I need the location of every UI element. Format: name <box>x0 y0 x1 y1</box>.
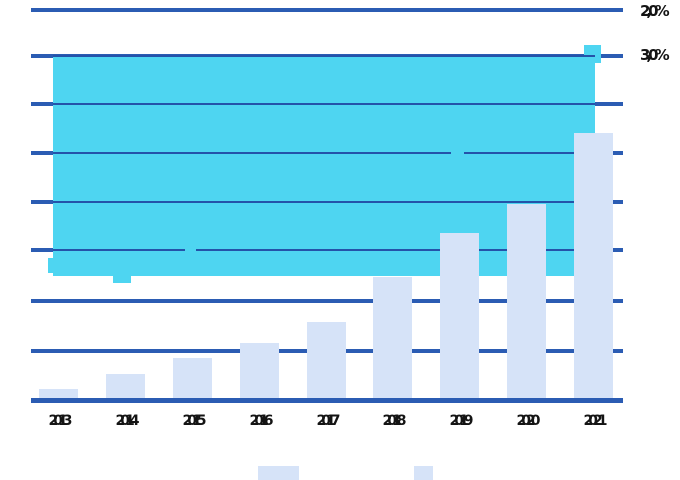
gridline-thick-6 <box>31 299 623 303</box>
gridline-thin-5 <box>53 249 185 251</box>
bar-2014 <box>106 374 145 399</box>
x-axis-line <box>31 398 623 403</box>
legend-swatch-1 <box>414 466 433 480</box>
x-tick-label-2020: 2020 <box>516 413 541 429</box>
area-series-bottom-tab <box>113 276 131 283</box>
gridline-thin-1 <box>53 103 595 105</box>
x-tick-label-2021: 2021 <box>583 413 608 429</box>
x-tick-label-2013: 2013 <box>48 413 73 429</box>
area-series-left-notch <box>48 258 53 273</box>
x-tick-label-2018: 2018 <box>382 413 407 429</box>
bar-2020 <box>507 204 546 399</box>
area-series-main <box>53 56 595 276</box>
bar-2018 <box>373 277 412 399</box>
right-axis-label-1: 3,0% <box>640 46 670 64</box>
gridline-thin-4 <box>53 201 595 203</box>
gridline-thin-3 <box>464 152 595 154</box>
x-tick-label-2019: 2019 <box>449 413 474 429</box>
x-tick-label-2015: 2015 <box>182 413 207 429</box>
area-series-top-right-square <box>584 45 601 63</box>
x-tick-label-2014: 2014 <box>115 413 140 429</box>
bar-2015 <box>173 358 212 399</box>
bar-2016 <box>240 343 279 399</box>
bar-2017 <box>307 322 346 399</box>
legend-swatch-0 <box>258 466 299 480</box>
bar-2021 <box>574 133 613 399</box>
gridline-thin-0 <box>53 55 595 57</box>
gridline-thin-2 <box>53 152 451 154</box>
gridline-thick-0 <box>31 8 623 12</box>
x-tick-label-2017: 2017 <box>316 413 341 429</box>
right-axis-label-0: 2,0% <box>640 2 670 20</box>
bar-2013 <box>39 389 78 399</box>
gridline-thin-6 <box>196 249 595 251</box>
bar-2019 <box>440 233 479 399</box>
x-tick-label-2016: 2016 <box>249 413 274 429</box>
